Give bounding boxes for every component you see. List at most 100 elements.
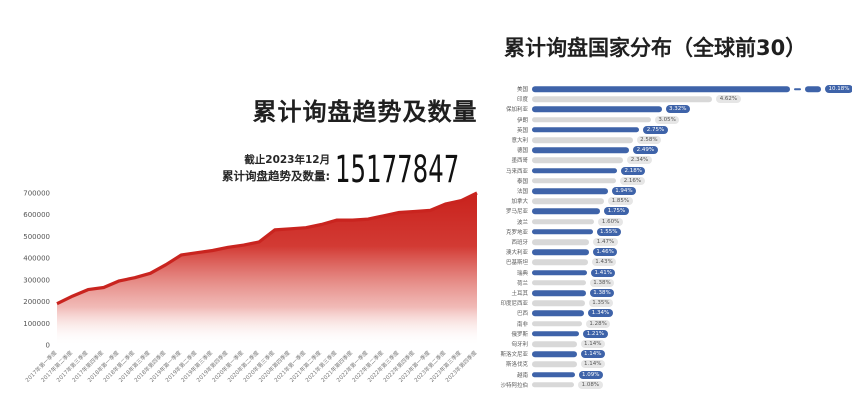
country-label: 加拿大: [511, 199, 528, 206]
y-axis-tick-label: 700000: [23, 190, 50, 198]
country-row: 美国 10.18%: [496, 84, 852, 94]
total-inquiries-stat: 截止2023年12月 累计询盘趋势及数量: 15177847: [222, 148, 523, 191]
bar-fill: [532, 361, 577, 368]
bar-value-pill: 1.55%: [596, 227, 621, 236]
bar-value-pill: 1.46%: [592, 248, 618, 257]
y-axis-tick-label: 600000: [23, 211, 50, 219]
bar-value-pill: 2.18%: [621, 166, 646, 175]
country-label: 印度尼西亚: [500, 301, 528, 308]
country-label: 墨西哥: [511, 158, 528, 165]
country-label: 罗马尼亚: [505, 209, 528, 216]
country-row: 越南 1.09%: [496, 370, 852, 380]
country-row: 西班牙 1.47%: [496, 237, 852, 247]
bar-value-pill: 1.43%: [591, 258, 617, 267]
bar-fill: [532, 188, 608, 194]
bar-fill: [532, 239, 590, 245]
bar-track: 3.05%: [532, 115, 852, 125]
country-row: 伊朗 3.05%: [496, 115, 852, 125]
country-row: 荷兰 1.38%: [496, 278, 852, 288]
country-label: 沙特阿拉伯: [500, 382, 528, 389]
country-label: 西班牙: [511, 240, 528, 246]
country-row: 加拿大 1.85%: [496, 196, 852, 206]
country-label: 英国: [516, 127, 528, 134]
trend-line: [56, 191, 478, 306]
country-row: 俄罗斯 1.21%: [496, 329, 852, 339]
bar-track: 2.58%: [532, 135, 852, 145]
bar-value-pill: 1.34%: [588, 309, 613, 318]
country-row: 罗马尼亚 1.75%: [496, 206, 852, 216]
country-label: 印度: [516, 97, 528, 104]
bar-value-pill: 1.75%: [604, 207, 629, 216]
country-row: 德国 2.49%: [496, 145, 852, 155]
country-row: 法国 1.94%: [496, 186, 852, 196]
country-row: 瑞典 1.41%: [496, 268, 852, 278]
bar-fill: [532, 116, 651, 123]
country-row: 意大利 2.58%: [496, 135, 852, 145]
bar-value-pill: 1.41%: [591, 268, 616, 277]
bar-value-pill: 1.94%: [611, 187, 637, 195]
country-label: 意大利: [511, 138, 528, 144]
country-row: 巴西 1.34%: [496, 308, 852, 318]
bar-fill: [532, 137, 633, 143]
bar-fill: [532, 157, 624, 164]
country-label: 瑞典: [516, 270, 528, 277]
bar-value-pill: 1.35%: [588, 299, 614, 308]
country-label: 斯洛伐克: [505, 362, 528, 369]
bar-value-pill: 3.05%: [654, 115, 680, 124]
bar-fill: [532, 147, 630, 153]
bar-track: 1.35%: [532, 298, 852, 308]
bar-fill: [532, 351, 577, 357]
y-axis-tick-label: 300000: [23, 276, 50, 284]
bar-track: 1.43%: [532, 257, 852, 267]
bar-track: 1.28%: [532, 319, 852, 329]
bar-value-pill: 1.14%: [580, 360, 605, 369]
country-row: 斯洛伐克 1.14%: [496, 359, 852, 369]
country-label: 越南: [516, 372, 528, 379]
bar-track: 10.18%: [532, 84, 852, 94]
y-axis-tick-label: 400000: [23, 255, 50, 263]
total-inquiries-value: 15177847: [335, 148, 460, 191]
country-row: 泰国 2.16%: [496, 176, 852, 186]
bar-fill: [532, 320, 582, 327]
country-label: 俄罗斯: [511, 331, 528, 338]
bar-track: 1.94%: [532, 186, 852, 196]
y-axis-tick-label: 100000: [23, 320, 50, 328]
country-row: 匈牙利 1.14%: [496, 339, 852, 349]
bar-track: 1.47%: [532, 237, 852, 247]
bar-track: 2.16%: [532, 176, 852, 186]
country-row: 印度 4.62%: [496, 94, 852, 104]
country-label: 巴西: [516, 311, 528, 318]
bar-value-pill: 1.60%: [598, 217, 623, 226]
country-label: 伊朗: [516, 117, 528, 124]
bar-fill: [532, 341, 577, 347]
bar-value-pill: 2.58%: [636, 136, 662, 144]
bar-fill: [532, 198, 605, 204]
bar-fill: [532, 178, 617, 184]
bar-fill: [532, 290, 586, 296]
bar-fill: [532, 127, 640, 133]
bar-track: 1.46%: [532, 247, 852, 257]
right-chart-title: 累计询盘国家分布（全球前30）: [504, 36, 807, 60]
country-label: 保加利亚: [505, 107, 528, 114]
bar-track: 2.49%: [532, 145, 852, 155]
country-row: 斯洛文尼亚 1.14%: [496, 349, 852, 359]
country-label: 克罗地亚: [505, 229, 528, 236]
bar-track: 2.34%: [532, 155, 852, 165]
bar-value-pill: 1.38%: [589, 289, 615, 297]
country-label: 马来西亚: [505, 168, 528, 175]
country-label: 土耳其: [511, 291, 528, 297]
country-row: 马来西亚 2.18%: [496, 166, 852, 176]
bar-track: 1.55%: [532, 227, 852, 237]
y-axis-tick-label: 200000: [23, 298, 50, 306]
bar-fill: [532, 96, 713, 102]
bar-track: 1.41%: [532, 268, 852, 278]
country-label: 澳大利亚: [505, 250, 528, 257]
bar-value-pill: 2.75%: [643, 125, 668, 134]
bar-value-pill: 1.28%: [585, 319, 611, 328]
bar-value-pill: 1.09%: [578, 370, 603, 379]
country-label: 南非: [516, 321, 528, 328]
country-label: 斯洛文尼亚: [500, 352, 528, 359]
country-row: 沙特阿拉伯 1.08%: [496, 380, 852, 390]
bar-value-pill: 1.47%: [593, 238, 618, 246]
